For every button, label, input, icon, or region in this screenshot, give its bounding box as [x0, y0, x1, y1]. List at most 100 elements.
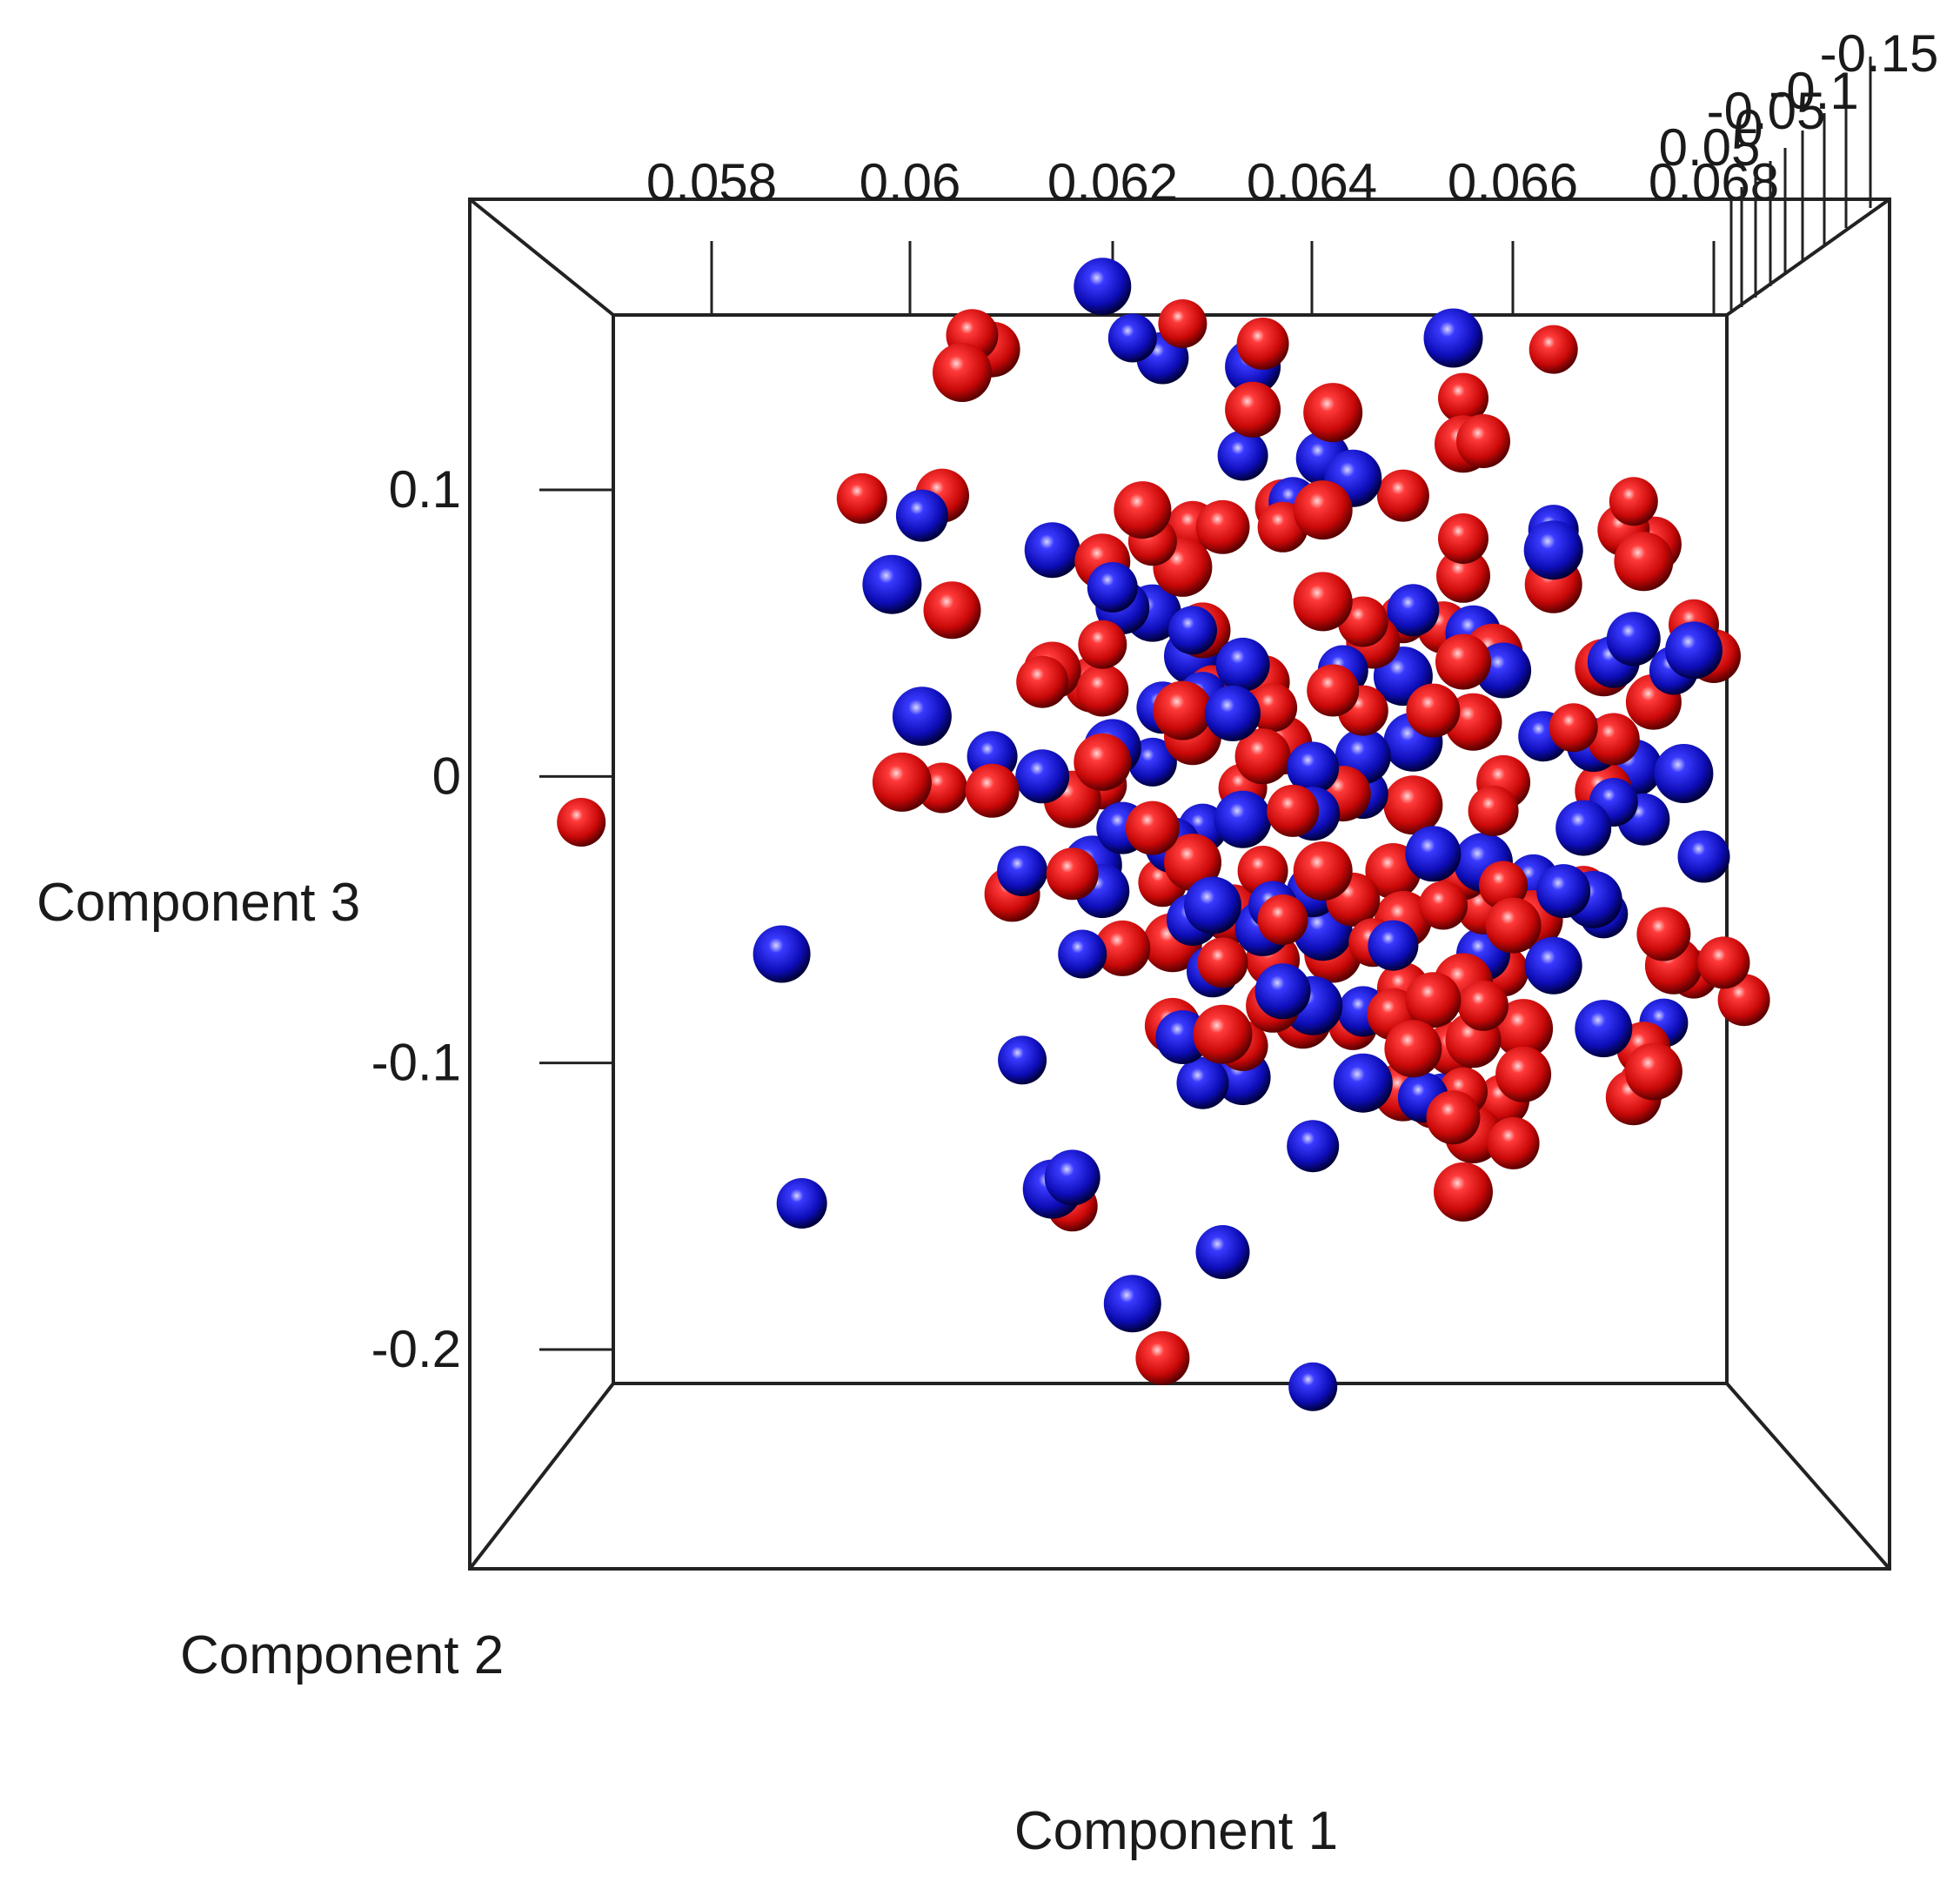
point-red [1549, 703, 1598, 753]
x-tick-label: 0.068 [1649, 153, 1779, 211]
point-red [1495, 1046, 1552, 1102]
z-tick-label: -0.15 [1820, 24, 1939, 83]
point-red [1158, 299, 1207, 348]
point-red [1293, 480, 1353, 540]
point-red [1164, 834, 1221, 892]
point-blue [1107, 313, 1157, 363]
box-edge-bottom-left [468, 1382, 615, 1571]
point-red [1293, 841, 1353, 901]
point-blue [1074, 258, 1132, 316]
point-blue [892, 687, 952, 747]
point-blue [1287, 741, 1340, 794]
point-blue [1015, 749, 1070, 804]
data-points [557, 258, 1770, 1411]
y-tick-label: 0 [432, 747, 461, 805]
point-blue [1217, 430, 1268, 481]
z-tick-label: -0.1 [1769, 62, 1858, 120]
z-tick-label: 0 [1734, 99, 1763, 157]
point-red [1458, 980, 1508, 1031]
point-red [1419, 881, 1468, 930]
point-blue [1287, 1120, 1340, 1173]
point-blue [1665, 621, 1723, 680]
y-axis-title: Component 3 [37, 873, 360, 933]
point-red [965, 763, 1020, 818]
point-blue [895, 489, 948, 542]
point-red [1405, 972, 1462, 1028]
point-blue [1606, 612, 1661, 667]
x-tick-label: 0.06 [860, 153, 961, 211]
point-blue [1288, 1362, 1338, 1411]
point-blue [1103, 1275, 1161, 1333]
point-blue [1195, 1225, 1250, 1279]
point-red [1614, 532, 1674, 592]
point-red [1456, 414, 1510, 468]
point-red [923, 581, 981, 640]
y-tick-label: -0.1 [371, 1034, 461, 1092]
z-tick-label: 0.05 [1659, 118, 1761, 177]
point-blue [1254, 963, 1311, 1020]
point-red [836, 472, 887, 524]
point-blue [997, 846, 1048, 896]
point-red [1609, 477, 1658, 526]
point-blue [1044, 1149, 1100, 1206]
box-edge-bottom-right [1725, 1382, 1891, 1571]
x-tick-label: 0.064 [1247, 153, 1377, 211]
point-red [1234, 728, 1291, 785]
point-red [1153, 680, 1213, 740]
point-blue [1654, 744, 1714, 803]
point-red [1078, 620, 1127, 669]
point-blue [753, 925, 811, 983]
point-red [1479, 861, 1529, 910]
point-red [1384, 1020, 1442, 1078]
point-blue [1215, 637, 1270, 692]
point-red [1257, 894, 1308, 945]
point-red [1406, 683, 1461, 738]
point-red [1125, 800, 1180, 855]
point-blue [1058, 929, 1107, 979]
box-edge-top-right [1725, 198, 1891, 317]
point-red [1434, 1162, 1493, 1222]
y-tick-label: 0.1 [389, 460, 461, 519]
point-red [933, 343, 992, 402]
point-red [1494, 999, 1554, 1059]
point-red [1636, 907, 1691, 961]
point-red [1436, 548, 1490, 603]
point-red [1267, 784, 1320, 837]
point-blue [1387, 584, 1440, 637]
x-axis-ticks: 0.058 0.06 0.062 0.064 0.066 0.068 [646, 153, 1779, 315]
point-red [1293, 572, 1353, 632]
point-red [1438, 513, 1488, 564]
point-blue [1524, 936, 1582, 995]
point-red [1195, 499, 1250, 554]
point-red [1307, 664, 1360, 717]
box-edge-top-left [468, 198, 615, 317]
point-blue [1677, 830, 1730, 883]
point-blue [1205, 685, 1261, 741]
point-red [1074, 733, 1132, 791]
point-blue [1087, 562, 1138, 613]
point-red [1114, 481, 1172, 539]
x-tick-label: 0.066 [1448, 153, 1578, 211]
point-blue [776, 1178, 827, 1229]
x-axis-title: Component 1 [1014, 1801, 1338, 1861]
point-red [1303, 383, 1363, 443]
point-blue [1333, 1053, 1393, 1113]
point-blue [1168, 606, 1217, 655]
y-tick-label: -0.2 [371, 1320, 461, 1378]
point-blue [998, 1035, 1047, 1085]
point-red [1426, 1090, 1481, 1145]
point-blue [1555, 800, 1612, 856]
point-red [1046, 847, 1099, 901]
point-blue [1184, 876, 1241, 934]
point-blue [1176, 1056, 1229, 1109]
x-tick-label: 0.062 [1047, 153, 1178, 211]
point-blue [1523, 520, 1583, 580]
point-red [1383, 775, 1443, 835]
point-red [1435, 633, 1491, 690]
point-blue [1368, 920, 1419, 971]
point-red [1487, 1116, 1540, 1169]
point-red [1376, 469, 1429, 522]
point-red [1485, 897, 1542, 954]
